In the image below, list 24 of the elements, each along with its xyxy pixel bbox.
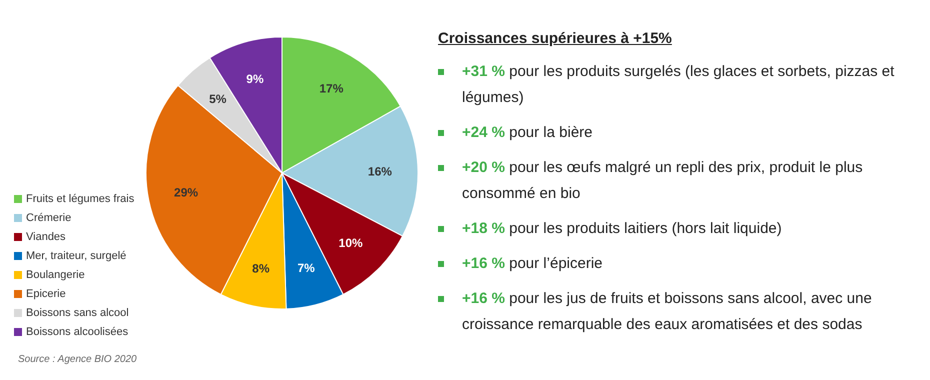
legend-label: Boissons sans alcool (26, 307, 129, 319)
legend-label: Viandes (26, 231, 66, 243)
data-label: 29% (174, 186, 198, 200)
text: +24 % pour la bière (462, 124, 593, 141)
text: +16 % pour l’épicerie (462, 255, 603, 272)
data-label: 7% (297, 260, 316, 275)
data-label: 9% (246, 72, 264, 86)
data-label: 10% (338, 236, 364, 250)
legend-label: Crémerie (26, 212, 72, 224)
data-label: 8% (252, 262, 270, 276)
legend-label: Fruits et légumes frais (26, 193, 134, 205)
source-note: Source : Agence BIO 2020 (18, 354, 137, 365)
legend-label: Boulangerie (26, 269, 85, 281)
text: +16 % pour les jus de fruits et boissons sans alcool, avec une croissance remarquable des eaux aromatisées et des sodas (462, 290, 872, 333)
legend-label: Boissons alcoolisées (26, 326, 128, 338)
text: +20 % pour les œufs malgré un repli des prix, produit le plus consommé en bio (462, 159, 863, 202)
legend-label: Mer, traiteur, surgelé (26, 250, 126, 262)
data-label: 17% (319, 81, 344, 96)
legend-label: Epicerie (26, 288, 66, 300)
text: Croissances supérieures à +15% (438, 30, 673, 47)
data-label: 5% (209, 92, 227, 106)
data-label: 16% (368, 164, 392, 178)
text: +18 % pour les produits laitiers (hors lait liquide) (462, 220, 782, 237)
text: +31 % pour les produits surgelés (les glaces et sorbets, pizzas et légumes) (462, 63, 894, 106)
